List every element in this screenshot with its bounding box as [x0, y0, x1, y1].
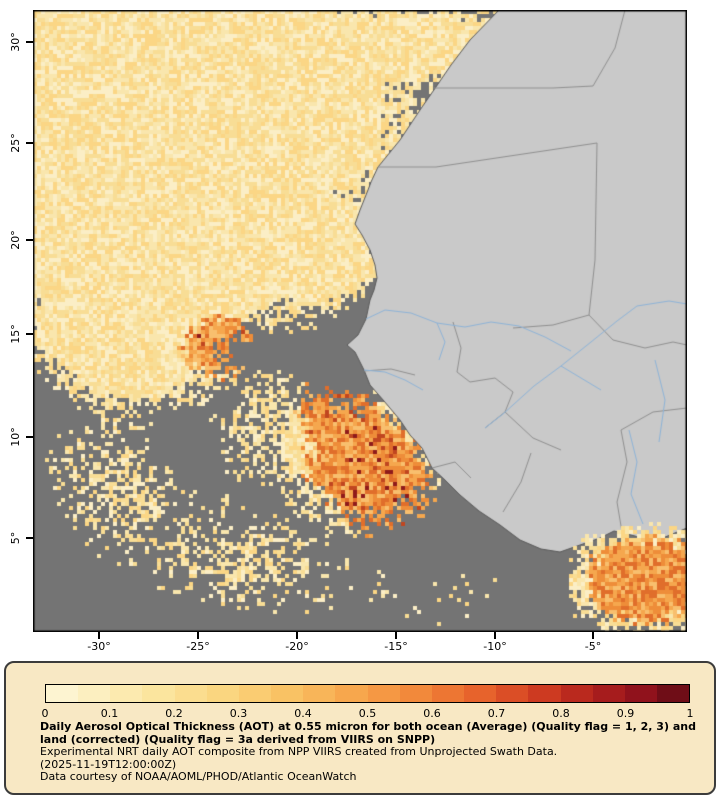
- longitude-tickmark: [494, 632, 496, 639]
- colorbar-cell: [592, 685, 625, 702]
- longitude-tickmark: [98, 632, 100, 639]
- colorbar-cell: [464, 685, 497, 702]
- longitude-tick-label: -20°: [285, 640, 309, 653]
- colorbar-cell: [174, 685, 207, 702]
- latitude-tick-label: 20°: [8, 230, 22, 250]
- latitude-tick-label: 30°: [8, 32, 22, 52]
- colorbar-tick-label: 0.1: [100, 707, 119, 720]
- longitude-tick-label: -5°: [584, 640, 602, 653]
- colorbar-cell: [335, 685, 368, 702]
- latitude-tick-label: 15°: [8, 324, 22, 344]
- colorbar-cell: [367, 685, 400, 702]
- caption-description: Experimental NRT daily AOT composite fro…: [40, 745, 558, 758]
- latitude-tickmark: [26, 537, 33, 539]
- colorbar-cell: [656, 685, 689, 702]
- latitude-tickmark: [26, 333, 33, 335]
- colorbar: [45, 684, 690, 703]
- longitude-tickmark: [197, 632, 199, 639]
- latitude-tick-label: 25°: [8, 133, 22, 153]
- longitude-tickmark: [395, 632, 397, 639]
- latitude-tick-label: 5°: [8, 531, 22, 545]
- longitude-tick-label: -30°: [87, 640, 111, 653]
- colorbar-cell: [560, 685, 593, 702]
- latitude-tick-label: 10°: [8, 427, 22, 447]
- colorbar-cell: [142, 685, 175, 702]
- colorbar-cell: [303, 685, 336, 702]
- colorbar-tick-label: 0: [41, 707, 49, 720]
- colorbar-cell: [238, 685, 272, 702]
- colorbar-cell: [624, 685, 657, 702]
- colorbar-cell: [271, 685, 304, 702]
- caption-timestamp: (2025-11-19T12:00:00Z): [40, 757, 177, 771]
- colorbar-tick-label: 0.4: [294, 707, 312, 720]
- colorbar-tick-label: 0.5: [358, 707, 377, 720]
- colorbar-cell: [206, 685, 239, 702]
- colorbar-tick-label: 0.3: [229, 707, 248, 720]
- colorbar-tick-label: 0.6: [423, 707, 441, 720]
- colorbar-cell: [528, 685, 561, 702]
- longitude-tick-label: -15°: [384, 640, 408, 653]
- colorbar-cell: [110, 685, 143, 702]
- colorbar-cell: [496, 685, 529, 702]
- map-canvas: [33, 10, 687, 632]
- colorbar-cell: [78, 685, 111, 702]
- latitude-tickmark: [26, 41, 33, 43]
- longitude-tickmark: [592, 632, 594, 639]
- colorbar-tick-label: 0.7: [487, 707, 506, 720]
- colorbar-cell: [431, 685, 465, 702]
- colorbar-tick-label: 0.9: [616, 707, 635, 720]
- caption-block: Daily Aerosol Optical Thickness (AOT) at…: [40, 720, 702, 784]
- longitude-tick-label: -10°: [483, 640, 507, 653]
- colorbar-tick-label: 1: [686, 707, 694, 720]
- colorbar-cell: [46, 685, 79, 702]
- longitude-tick-label: -25°: [186, 640, 210, 653]
- latitude-tickmark: [26, 142, 33, 144]
- latitude-tickmark: [26, 239, 33, 241]
- colorbar-tick-label: 0.8: [552, 707, 570, 720]
- latitude-tickmark: [26, 436, 33, 438]
- caption-credit: Data courtesy of NOAA/AOML/PHOD/Atlantic…: [40, 770, 357, 783]
- longitude-tickmark: [296, 632, 298, 639]
- caption-title: Daily Aerosol Optical Thickness (AOT) at…: [40, 720, 696, 746]
- legend-panel: 0 0.1 0.2 0.3 0.4 0.5 0.6 0.7 0.8 0.9 1 Daily Aero…: [4, 661, 716, 795]
- colorbar-tick-label: 0.2: [165, 707, 183, 720]
- colorbar-cell: [399, 685, 432, 702]
